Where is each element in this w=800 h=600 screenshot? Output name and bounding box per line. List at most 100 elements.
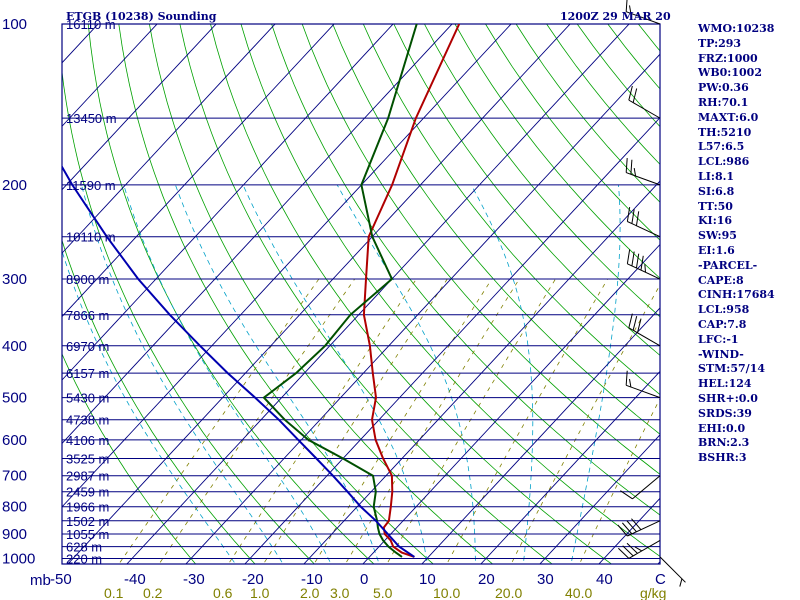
wind-barb-feather [626, 249, 631, 264]
index-item: BRN:2.3 [698, 436, 750, 450]
isotherm-line [62, 24, 158, 127]
wind-barb-staff [632, 475, 661, 500]
height-label: 1502 m [66, 514, 109, 529]
isotherm-line [303, 180, 660, 564]
dry-adiabat-line [62, 352, 197, 564]
height-label: 13450 m [66, 111, 117, 126]
isotherm-line [62, 24, 394, 381]
height-label: 16110 m [66, 17, 116, 32]
wind-barb-feather [634, 546, 643, 552]
index-item: LFC:-1 [698, 332, 739, 346]
pressure-tick-label: 900 [2, 526, 27, 543]
index-item: LI:8.1 [698, 169, 735, 183]
mixing-ratio-line [386, 278, 556, 564]
wind-barb-staff [628, 99, 661, 119]
dry-adiabat-line [332, 24, 660, 435]
wind-barb [628, 85, 661, 119]
wind-barb-feather [631, 518, 642, 530]
isotherm-line [539, 434, 660, 564]
mixing-ratio-line [510, 284, 660, 564]
dry-adiabat-line [210, 24, 613, 564]
pressure-tick-label: 300 [2, 271, 27, 288]
wind-barb-feather [625, 370, 628, 386]
wind-barb [625, 370, 661, 399]
dry-adiabats [62, 24, 660, 564]
index-item: LCL:958 [698, 303, 750, 317]
pressure-tick-label: 800 [2, 499, 27, 516]
index-item: KI:16 [698, 214, 733, 228]
index-item: EI:1.6 [698, 243, 735, 257]
index-item: TP:293 [698, 36, 742, 50]
height-label: 628 m [66, 540, 102, 555]
wind-barb [659, 556, 686, 587]
wind-barb-feather [628, 313, 633, 328]
wind-barb-feather [635, 211, 640, 226]
wind-barb [617, 518, 661, 537]
isotherm-line [0, 12, 50, 570]
height-label: 7866 m [66, 308, 109, 323]
temperature-tick-label: 40 [596, 571, 613, 588]
moist-adiabat-line [570, 184, 621, 564]
wind-barb-feather [629, 5, 632, 14]
dry-adiabat-line [424, 24, 660, 318]
mixing-ratio-label: 0.6 [213, 585, 233, 600]
isotherm-line [185, 53, 660, 564]
wind-barb-feather [618, 547, 630, 559]
wind-barb-feather [635, 253, 640, 269]
moist-adiabat-line [242, 184, 428, 564]
height-label: 6970 m [66, 339, 109, 354]
wind-barb-feather [628, 85, 633, 101]
index-item: WMO:10238 [698, 22, 775, 35]
height-label: 220 m [66, 552, 102, 567]
index-item: -PARCEL- [698, 258, 758, 272]
temperature-profile [362, 24, 461, 558]
wind-barb-feather [625, 0, 628, 12]
index-item: -WIND- [698, 347, 744, 361]
mixing-ratio-line [344, 278, 520, 564]
wind-barb-feather [631, 251, 635, 266]
wind-barb-feather [636, 318, 642, 333]
wind-barb-feather [679, 578, 683, 587]
wind-barb-feather [617, 524, 628, 537]
isotherm-line [362, 243, 660, 564]
dry-adiabat-line [62, 68, 315, 564]
dry-adiabat-line [118, 24, 434, 564]
height-label: 4738 m [66, 413, 109, 428]
wind-barb-feather [633, 167, 637, 177]
wind-barbs [617, 0, 686, 587]
dry-adiabat-line [149, 24, 494, 564]
wind-barb [625, 158, 661, 186]
wind-barb [625, 0, 661, 25]
pressure-tick-label: 600 [2, 432, 27, 449]
dry-adiabat-line [454, 24, 660, 279]
moist-adiabats [62, 184, 621, 564]
wind-barb [620, 475, 661, 500]
mixing-ratio-label: 10.0 [433, 585, 460, 600]
index-item: CINH:17684 [698, 288, 775, 302]
index-item: CAPE:8 [698, 273, 744, 287]
isotherm-line [421, 307, 660, 564]
mixing-ratio-label: 40.0 [565, 585, 592, 600]
index-item: PW:0.36 [698, 81, 749, 95]
stability-indices-panel: WMO:10238 TP:293 FRZ:1000 WB0:1002 PW:0.36 RH… [698, 22, 800, 466]
wind-barb-staff [627, 520, 661, 537]
index-item: BSHR:3 [698, 451, 747, 465]
wind-barb-feather [644, 264, 646, 273]
pressure-tick-label: 700 [2, 468, 27, 485]
mixing-ratio-line [158, 278, 356, 564]
temperature-tick-label: -50 [50, 571, 72, 588]
sounding-profiles [62, 24, 461, 558]
index-item: FRZ:1000 [698, 51, 758, 65]
mixing-ratio-label: 20.0 [495, 585, 522, 600]
isotherm-line [126, 24, 630, 564]
wind-barb-staff [626, 11, 661, 25]
mixing-ratio-label: 5.0 [373, 585, 393, 600]
index-item: MAXT:6.0 [698, 110, 759, 124]
mixing-ratio-label: 2.0 [300, 585, 320, 600]
dry-adiabat-line [393, 24, 660, 356]
temperature-tick-label: 0 [360, 571, 368, 588]
isotherm-line [67, 24, 571, 564]
index-item: L57:6.5 [698, 140, 745, 154]
